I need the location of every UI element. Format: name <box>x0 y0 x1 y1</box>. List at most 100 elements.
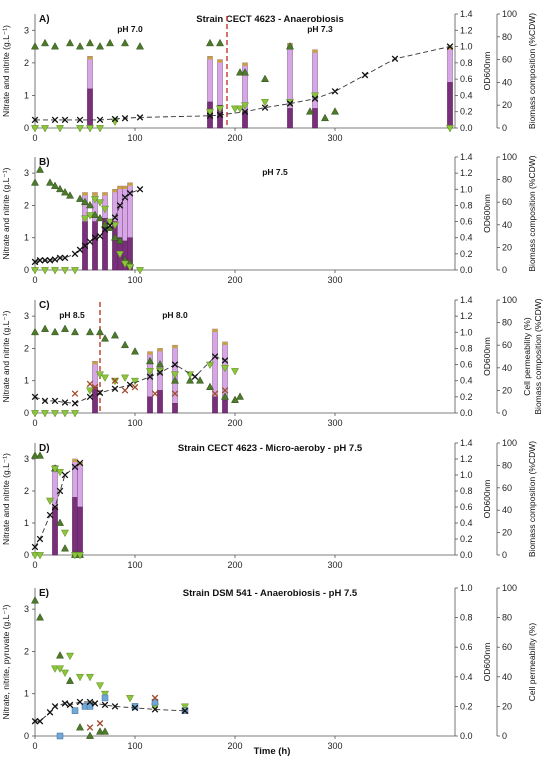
y-tick-label: 1 <box>24 233 29 243</box>
y3-axis-label-line2: Biomass composition (%CDW) <box>533 298 543 414</box>
od600-point <box>81 242 89 250</box>
od600-point <box>171 361 179 368</box>
y2-tick-label: 0.8 <box>460 343 473 353</box>
x-tick-label: 200 <box>227 133 242 143</box>
y2-tick-label: 0.6 <box>460 74 473 84</box>
nitrate-point <box>85 731 95 739</box>
od600-point <box>221 357 229 364</box>
od600-point <box>71 250 79 258</box>
nitrate-point <box>170 376 180 384</box>
nitrite-point <box>60 529 70 538</box>
y-axis-label: Nitrate and nitrite (g.L⁻¹) <box>1 167 11 259</box>
y-tick-label: 2 <box>24 58 29 68</box>
panel-B: 0 1 2 3 0 100 200 300 0.0 0.2 0.4 0.6 0.8 1.0 1.2 1.4 0 2… <box>1 152 537 285</box>
nitrate-point <box>185 376 195 384</box>
od600-point <box>146 373 154 380</box>
nitrite-point <box>120 374 130 383</box>
nitrate-point <box>50 42 60 50</box>
nitrate-point <box>260 74 270 82</box>
od600-point <box>121 114 129 122</box>
od600-point <box>331 88 339 95</box>
panel-label: C) <box>39 300 50 311</box>
od600-point <box>216 111 224 119</box>
nitrate-point <box>75 194 85 202</box>
pyruvate-point <box>131 703 139 710</box>
ph-annotation: pH 8.5 <box>59 310 85 320</box>
x-tick-label: 100 <box>127 560 142 570</box>
od600-point <box>96 232 104 240</box>
od600-point <box>96 116 104 124</box>
x-tick-label: 0 <box>32 741 37 751</box>
y2-tick-label: 1.2 <box>460 454 473 464</box>
x-tick-label: 200 <box>227 741 242 751</box>
od600-point <box>121 194 129 201</box>
y3-tick-label: 100 <box>502 583 517 593</box>
y3-tick-label: 60 <box>502 197 512 207</box>
od600-line <box>35 701 186 722</box>
od600-point <box>361 71 369 79</box>
nitrate-point <box>35 165 45 173</box>
od600-point <box>31 116 39 124</box>
nitrate-point <box>55 518 65 526</box>
nitrite-point <box>30 125 40 133</box>
nitrite-point <box>55 665 65 673</box>
nitrate-point <box>105 38 115 47</box>
biomass-bar-dark <box>92 386 98 414</box>
y3-axis-label: Biomass composition (%CDW) <box>527 441 537 557</box>
biomass-bar-cap <box>217 59 223 63</box>
od600-point <box>56 254 64 262</box>
od600-point <box>156 369 164 376</box>
od600-point <box>46 257 54 264</box>
y2-tick-label: 1.0 <box>460 327 473 337</box>
y2-axis-label: OD600nm <box>482 194 492 233</box>
nitrate-point <box>30 327 40 336</box>
biomass-bar-cap <box>157 348 163 352</box>
nitrate-point <box>195 376 205 384</box>
nitrate-point <box>120 340 130 349</box>
nitrate-point <box>95 327 105 336</box>
panel-D: 0 1 2 3 0 100 200 300 0.0 0.2 0.4 0.6 0.8 1.0 1.2 1.4 0 2… <box>1 438 537 570</box>
nitrite-point <box>230 105 240 113</box>
panel-E: 0 1 2 3 0 100 200 300 0.0 0.2 0.4 0.6 0.8 1.0 0 20 40 60 8… <box>1 583 537 751</box>
permeability-point <box>86 380 94 388</box>
nitrate-point <box>30 178 40 186</box>
od600-point <box>31 543 39 551</box>
od600-point <box>31 717 39 725</box>
y2-tick-label: 1.0 <box>460 184 473 194</box>
od600-point <box>111 703 119 710</box>
nitrite-point <box>30 410 40 418</box>
od600-point <box>76 246 84 254</box>
permeability-point <box>151 390 159 397</box>
y3-tick-label: 80 <box>502 175 512 185</box>
x-tick-label: 300 <box>327 741 342 751</box>
od600-point <box>151 706 159 713</box>
nitrate-point <box>240 68 250 76</box>
nitrite-point <box>205 108 215 117</box>
y2-tick-label: 0.4 <box>460 233 473 243</box>
nitrate-point <box>40 38 50 47</box>
y3-tick-label: 80 <box>502 613 512 623</box>
y-tick-label: 0 <box>24 408 29 418</box>
od600-point <box>311 95 319 102</box>
ph-annotation: pH 7.5 <box>262 167 288 177</box>
y-tick-label: 0 <box>24 550 29 560</box>
nitrate-point <box>320 113 330 122</box>
y3-tick-label: 0 <box>502 123 507 133</box>
od600-point <box>96 389 104 397</box>
od600-point <box>41 397 49 405</box>
od600-point <box>76 116 84 124</box>
nitrate-point <box>75 723 85 731</box>
od600-point <box>131 704 139 712</box>
y2-tick-label: 0.6 <box>460 642 473 652</box>
biomass-bar-cap <box>122 186 128 190</box>
nitrate-point <box>45 178 55 186</box>
biomass-bar-cap <box>87 56 93 60</box>
nitrate-point <box>50 327 60 336</box>
y2-tick-label: 0.8 <box>460 58 473 68</box>
nitrite-point <box>60 669 70 678</box>
biomass-bar-dark <box>312 108 318 129</box>
od600-point <box>286 100 294 107</box>
nitrate-point <box>95 727 105 735</box>
y2-tick-label: 1.2 <box>460 311 473 321</box>
nitrite-point <box>170 371 180 379</box>
